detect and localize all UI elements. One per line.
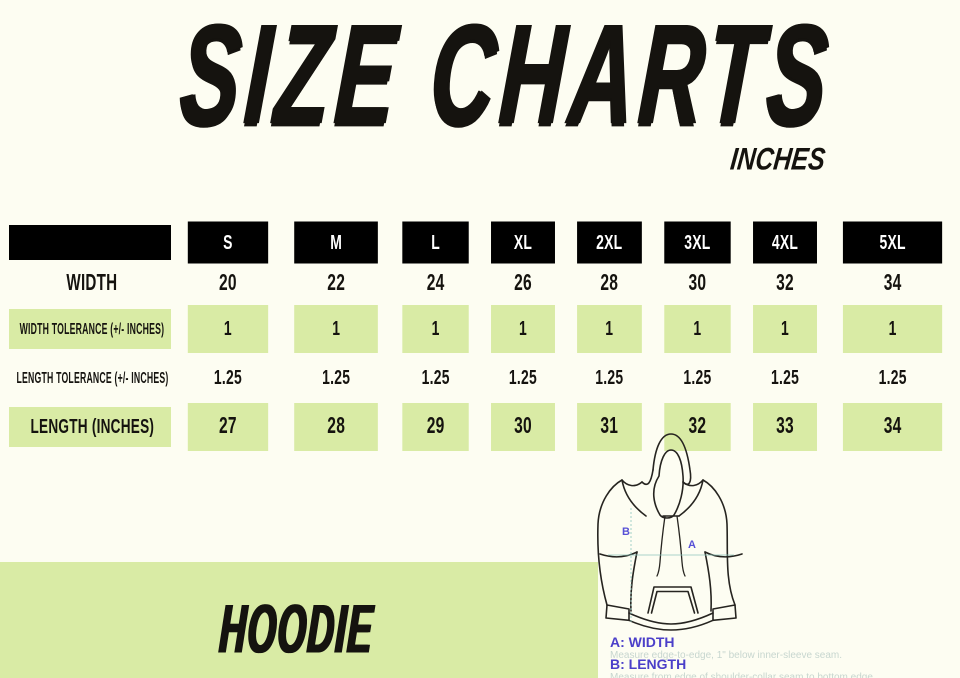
svg-text:B: B (622, 526, 630, 538)
svg-text:A: A (688, 539, 696, 551)
